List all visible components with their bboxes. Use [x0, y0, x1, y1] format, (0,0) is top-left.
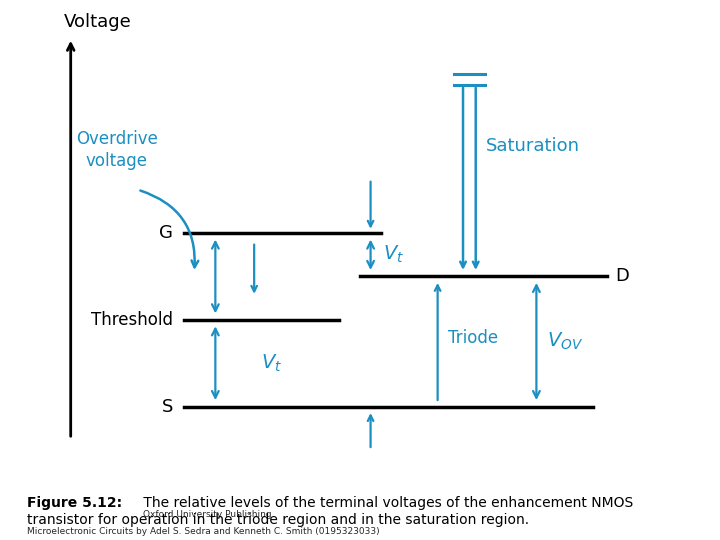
Text: D: D — [616, 267, 629, 286]
Text: Figure 5.12:: Figure 5.12: — [27, 496, 122, 510]
Text: S: S — [162, 397, 173, 416]
Text: Voltage: Voltage — [63, 12, 131, 31]
Text: The relative levels of the terminal voltages of the enhancement NMOS: The relative levels of the terminal volt… — [139, 496, 633, 510]
Text: G: G — [159, 224, 173, 242]
Text: Threshold: Threshold — [91, 311, 173, 329]
Text: Saturation: Saturation — [486, 137, 580, 156]
Text: transistor for operation in the triode region and in the saturation region.: transistor for operation in the triode r… — [27, 513, 529, 527]
Text: $V_t$: $V_t$ — [261, 353, 282, 374]
Text: Overdrive
voltage: Overdrive voltage — [76, 130, 158, 170]
Text: $V_{OV}$: $V_{OV}$ — [547, 331, 583, 352]
Text: Microelectronic Circuits by Adel S. Sedra and Kenneth C. Smith (0195323033): Microelectronic Circuits by Adel S. Sedr… — [27, 526, 380, 536]
Text: Oxford University Publishing: Oxford University Publishing — [143, 510, 271, 519]
Text: $V_t$: $V_t$ — [383, 244, 405, 265]
Text: Triode: Triode — [448, 329, 498, 347]
